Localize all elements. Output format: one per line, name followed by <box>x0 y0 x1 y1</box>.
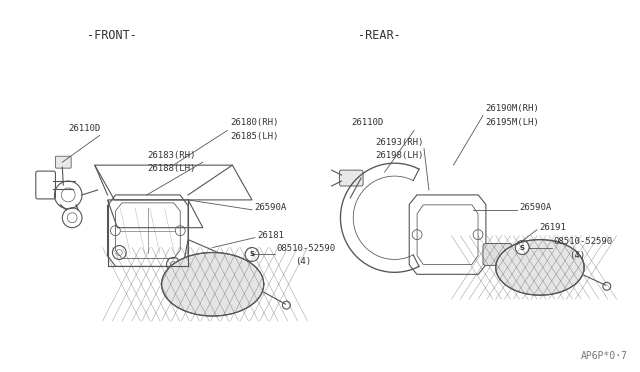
Text: 26188(LH): 26188(LH) <box>147 164 195 173</box>
Text: 08510-52590: 08510-52590 <box>276 244 336 253</box>
Text: 26590A: 26590A <box>254 203 286 212</box>
Text: 26185(LH): 26185(LH) <box>230 132 279 141</box>
FancyBboxPatch shape <box>56 156 71 168</box>
Text: 26190M(RH): 26190M(RH) <box>485 104 539 113</box>
Text: -REAR-: -REAR- <box>358 29 401 42</box>
Text: 26191: 26191 <box>539 223 566 232</box>
Circle shape <box>515 241 529 254</box>
Text: 26110D: 26110D <box>68 124 100 133</box>
Text: 26590A: 26590A <box>519 203 552 212</box>
Text: 08510-52590: 08510-52590 <box>554 237 613 246</box>
Text: 26110D: 26110D <box>351 118 383 127</box>
Text: (4): (4) <box>295 257 312 266</box>
Circle shape <box>245 247 259 262</box>
Text: S: S <box>250 251 255 257</box>
Text: 26195M(LH): 26195M(LH) <box>485 118 539 127</box>
Polygon shape <box>496 240 584 295</box>
Text: 26183(RH): 26183(RH) <box>147 151 195 160</box>
Text: -FRONT-: -FRONT- <box>86 29 136 42</box>
Text: AP6P*0·7: AP6P*0·7 <box>581 351 628 361</box>
Polygon shape <box>162 253 264 316</box>
FancyBboxPatch shape <box>339 170 363 186</box>
Text: 26181: 26181 <box>257 231 284 240</box>
FancyBboxPatch shape <box>483 244 513 265</box>
Text: S: S <box>520 244 525 250</box>
Text: 26193(RH): 26193(RH) <box>375 138 423 147</box>
Text: (4): (4) <box>570 251 586 260</box>
Text: 26198(LH): 26198(LH) <box>375 151 423 160</box>
Text: 26180(RH): 26180(RH) <box>230 118 279 127</box>
